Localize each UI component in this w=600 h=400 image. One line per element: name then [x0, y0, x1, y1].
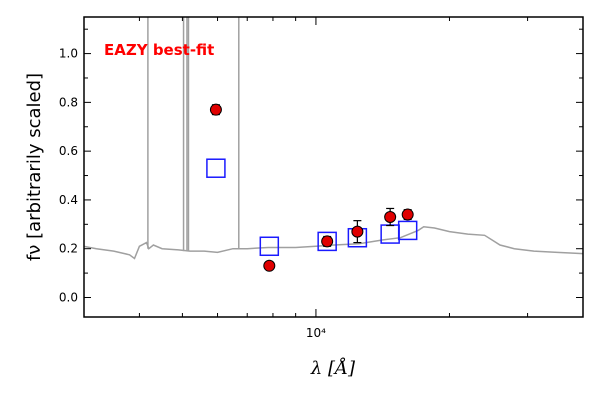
- y-tick-label: 0.2: [59, 242, 78, 256]
- y-tick-label: 0.0: [59, 290, 78, 304]
- model-square-2: [317, 231, 337, 252]
- observed-marker: [384, 211, 397, 223]
- fit-annotation: EAZY best-fit: [104, 41, 214, 59]
- x-axis-label: λ [Å]: [310, 357, 356, 379]
- y-tick-label: 1.0: [59, 47, 78, 61]
- observed-point-4: [384, 207, 397, 227]
- model-square-1: [259, 236, 280, 257]
- x-tick-label: 10⁴: [306, 326, 326, 340]
- observed-marker: [351, 225, 364, 238]
- plot-area: [84, 17, 583, 272]
- tick-group: 0.0 0.2 0.4 0.6 0.8 1.0 10⁴: [59, 17, 583, 340]
- y-axis-label: fν [arbitrarily scaled]: [24, 73, 45, 261]
- observed-marker: [401, 208, 414, 221]
- y-tick-label: 0.6: [59, 144, 78, 158]
- observed-point-5: [401, 208, 414, 221]
- observed-point-0: [209, 103, 222, 116]
- observed-point-3: [351, 220, 364, 244]
- template-spectrum: [84, 226, 583, 260]
- y-tick-label: 0.4: [59, 193, 78, 207]
- model-square-0: [206, 158, 226, 178]
- observed-point-1: [263, 259, 276, 272]
- observed-point-2: [321, 235, 334, 248]
- observed-marker: [321, 235, 334, 248]
- y-tick-label: 0.8: [59, 95, 78, 109]
- observed-marker: [209, 103, 222, 116]
- plot-frame: [83, 16, 584, 318]
- observed-marker: [263, 259, 276, 272]
- model-square-5: [397, 220, 418, 241]
